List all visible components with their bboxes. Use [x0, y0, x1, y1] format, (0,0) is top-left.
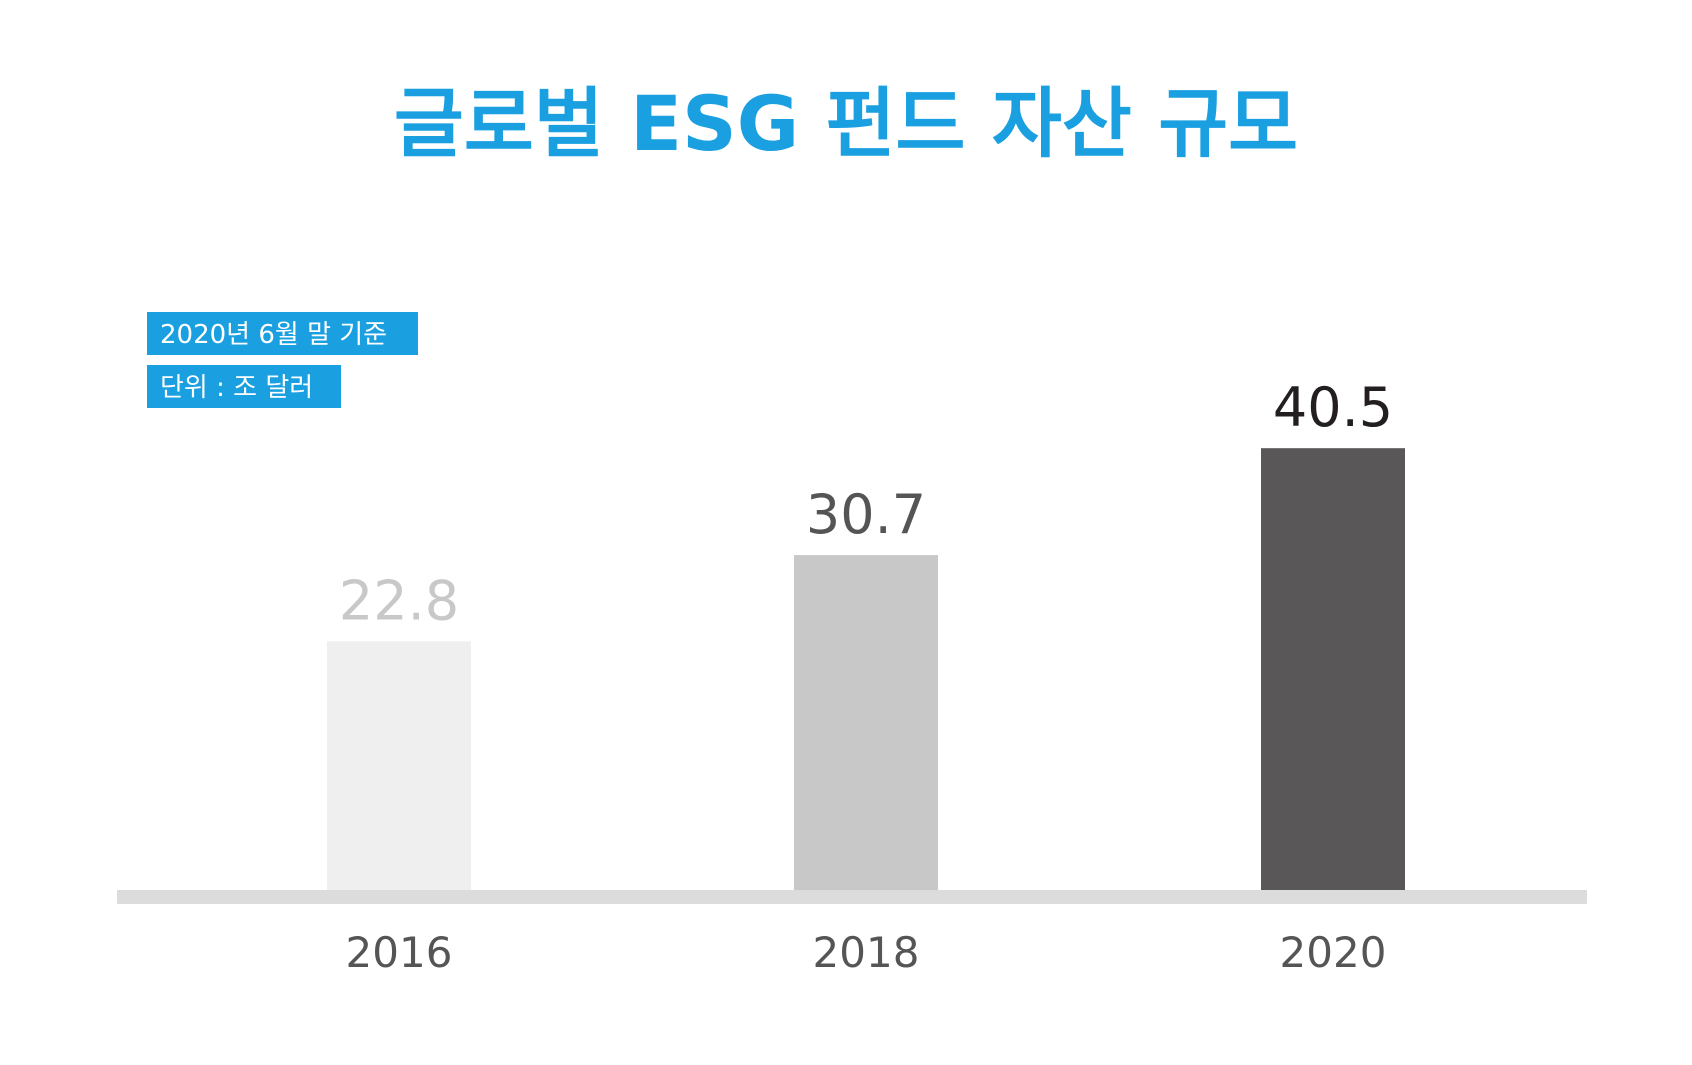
note-badge-unit-bg — [147, 365, 341, 408]
x-tick-label-2016: 2016 — [346, 928, 453, 977]
bars-group — [327, 448, 1405, 890]
note-badge-date-bg — [147, 312, 418, 355]
bar-2016 — [327, 641, 471, 890]
value-label-2018: 30.7 — [806, 483, 926, 546]
chart-title: 글로벌 ESG 펀드 자산 규모 — [394, 79, 1298, 168]
note-date-text: 2020년 6월 말 기준 — [160, 320, 387, 350]
bar-2018 — [794, 555, 938, 890]
x-tick-label-2020: 2020 — [1280, 928, 1387, 977]
note-badge-unit: 단위 : 조 달러 — [147, 365, 341, 408]
x-axis-baseline — [117, 890, 1587, 904]
bar-2020 — [1261, 448, 1405, 890]
value-label-2016: 22.8 — [339, 569, 459, 632]
note-badge-date: 2020년 6월 말 기준 — [147, 312, 418, 355]
labels-group: 22.8 2016 30.7 2018 40.5 2020 — [339, 376, 1393, 977]
note-unit-text: 단위 : 조 달러 — [160, 373, 313, 403]
x-tick-label-2018: 2018 — [813, 928, 920, 977]
value-label-2020: 40.5 — [1273, 376, 1393, 439]
